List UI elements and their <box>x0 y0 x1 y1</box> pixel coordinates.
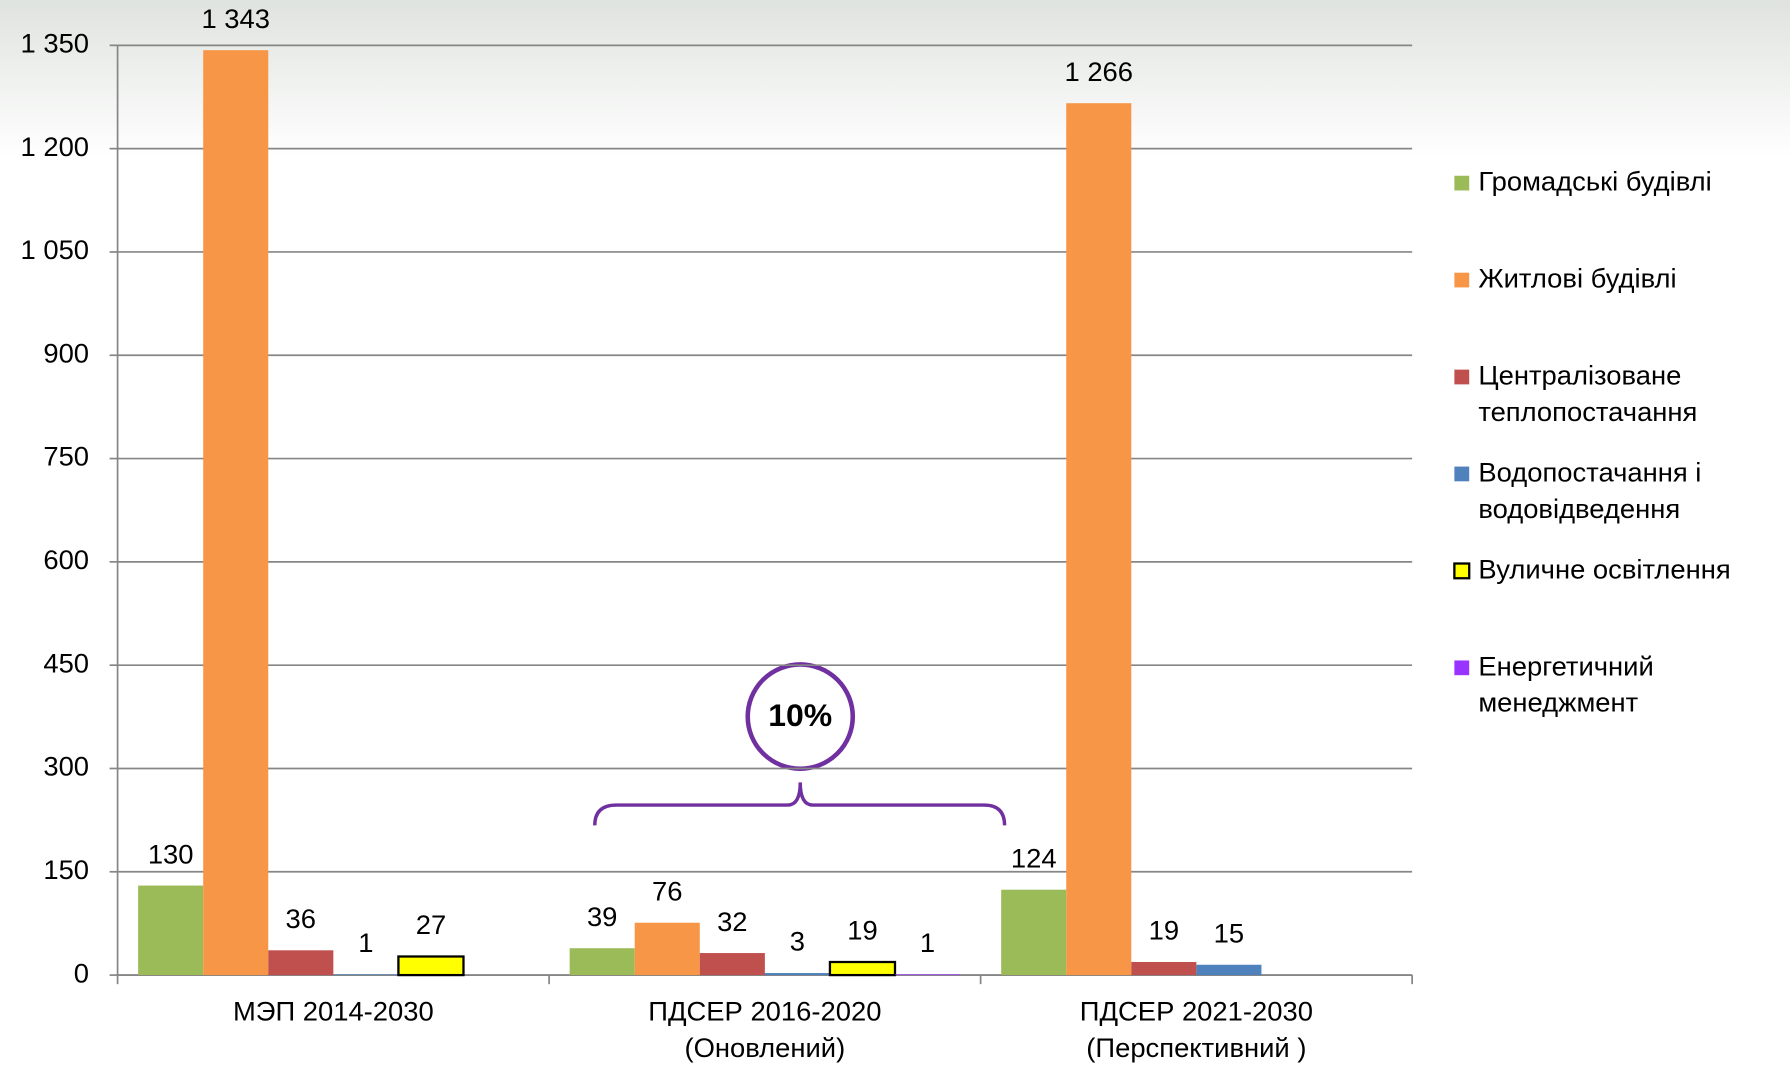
y-tick-label: 0 <box>74 957 89 988</box>
bar <box>764 973 830 976</box>
data-label: 39 <box>587 901 617 932</box>
text-line: Централізоване <box>1478 360 1681 391</box>
data-label: 3 <box>790 926 805 957</box>
text-line: (Перспективний ) <box>1086 1032 1306 1063</box>
legend-label: Енергетичний менеджмент <box>1478 651 1653 718</box>
y-tick-label: 150 <box>43 854 89 885</box>
text-line: Громадські будівлі <box>1478 166 1711 197</box>
legend-swatch <box>1454 175 1470 191</box>
legend-swatch <box>1454 369 1470 385</box>
bar <box>203 50 269 976</box>
text-line: ПДСЕР 2021-2030 <box>1080 996 1313 1027</box>
data-label: 1 343 <box>201 3 270 34</box>
data-label: 130 <box>148 838 194 869</box>
bar <box>1131 962 1197 976</box>
background <box>0 0 1790 159</box>
y-tick-label: 300 <box>43 751 89 782</box>
x-tick-label: ПДСЕР 2016-2020 (Оновлений) <box>648 996 881 1063</box>
y-tick-label: 1 350 <box>20 28 89 59</box>
bar <box>1001 889 1067 976</box>
text-line: Житлові будівлі <box>1478 263 1676 294</box>
y-tick-label: 450 <box>43 647 89 678</box>
legend-swatch <box>1454 466 1470 482</box>
data-label: 32 <box>717 906 747 937</box>
legend-swatch <box>1454 272 1470 288</box>
text-line: Водопостачання і <box>1478 457 1701 488</box>
legend-label: Водопостачання і водовідведення <box>1478 457 1701 524</box>
y-tick-label: 600 <box>43 544 89 575</box>
bar <box>1196 964 1262 976</box>
bar <box>333 974 399 976</box>
text-line: теплопостачання <box>1478 396 1697 427</box>
bar <box>699 953 765 976</box>
annotation: 10% <box>768 697 832 733</box>
legend-swatch <box>1454 660 1470 676</box>
y-tick-label: 750 <box>43 441 89 472</box>
data-label: 1 266 <box>1064 56 1133 87</box>
text-line: Вуличне освітлення <box>1478 554 1730 585</box>
text-line: водовідведення <box>1478 493 1680 524</box>
y-tick-label: 1 200 <box>20 131 89 162</box>
bar <box>895 974 961 976</box>
bar <box>569 948 635 976</box>
data-label: 76 <box>652 876 682 907</box>
legend-swatch <box>1453 562 1471 580</box>
data-label: 1 <box>358 927 373 958</box>
bar <box>828 960 897 977</box>
bar <box>397 955 465 977</box>
legend-label: Громадські будівлі <box>1478 166 1711 197</box>
text-line: ПДСЕР 2016-2020 <box>648 996 881 1027</box>
bar <box>634 922 700 976</box>
y-tick-label: 900 <box>43 338 89 369</box>
data-label: 36 <box>286 903 316 934</box>
data-label: 27 <box>416 909 446 940</box>
x-tick-label: МЭП 2014-2030 <box>233 996 434 1027</box>
data-label: 19 <box>1149 915 1179 946</box>
data-label: 19 <box>847 915 877 946</box>
bar <box>268 950 334 976</box>
text-line: МЭП 2014-2030 <box>233 996 434 1027</box>
legend-label: Житлові будівлі <box>1478 263 1676 294</box>
y-tick-label: 1 050 <box>20 234 89 265</box>
legend-label: Вуличне освітлення <box>1478 554 1730 585</box>
text-line: менеджмент <box>1478 687 1638 718</box>
text-line: Енергетичний <box>1478 651 1653 682</box>
bar <box>138 885 204 976</box>
x-tick-label: ПДСЕР 2021-2030 (Перспективний ) <box>1080 996 1313 1063</box>
text-line: (Оновлений) <box>684 1032 845 1063</box>
bar <box>1066 103 1132 976</box>
data-label: 1 <box>920 927 935 958</box>
legend-label: Централізоване теплопостачання <box>1478 360 1697 427</box>
data-label: 124 <box>1011 842 1057 873</box>
data-label: 15 <box>1214 918 1244 949</box>
brace <box>593 782 1007 826</box>
